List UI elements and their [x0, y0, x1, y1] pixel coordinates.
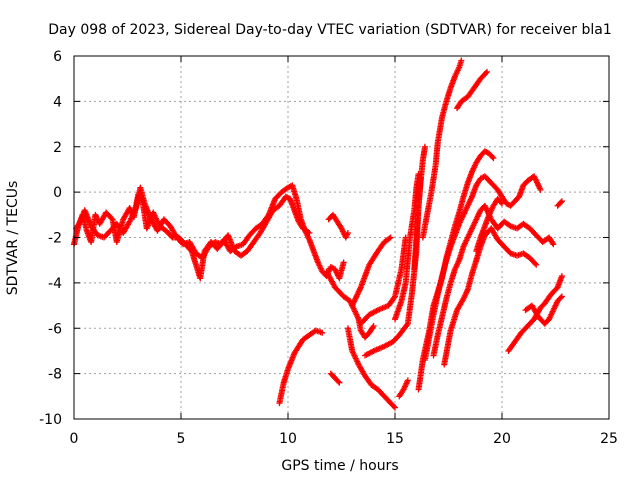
data-point [392, 404, 398, 411]
y-axis-label: SDTVAR / TECUs [5, 181, 21, 296]
data-point [489, 153, 496, 160]
data-point [340, 259, 347, 266]
x-tick-label: 5 [177, 431, 186, 447]
data-point [458, 57, 465, 64]
data-point [404, 377, 411, 384]
series-arc-w [554, 198, 565, 209]
x-tick-label: 10 [279, 431, 297, 447]
data-point [335, 378, 342, 385]
series-arc-m [411, 143, 428, 273]
y-tick-label: -8 [48, 367, 62, 383]
data-point [387, 234, 394, 241]
y-tick-label: 6 [53, 49, 62, 65]
data-point [558, 273, 565, 280]
series-arc-n [419, 57, 465, 241]
data-point [532, 260, 539, 267]
series-arc-b [73, 184, 313, 261]
y-tick-label: -4 [48, 276, 62, 292]
gridlines [74, 56, 609, 419]
data-point [557, 199, 564, 206]
data-point [386, 235, 393, 242]
series-arc-e [327, 370, 343, 386]
data-point [537, 186, 544, 193]
data-point [484, 68, 491, 75]
axis-ticks: 0 5 10 15 20 25 -10 -8 -6 -4 -2 0 2 4 6 [39, 49, 618, 447]
data-point [558, 293, 565, 300]
data-point [421, 143, 428, 150]
x-axis-label: GPS time / hours [281, 458, 398, 474]
data-point [403, 321, 410, 328]
y-tick-label: -6 [48, 321, 62, 337]
data-point [305, 229, 312, 236]
series-arc-g [344, 325, 398, 411]
data-point [319, 329, 326, 336]
data-point [490, 155, 497, 162]
data-point [499, 200, 505, 207]
data-point [533, 261, 540, 268]
data-point [306, 229, 313, 236]
x-tick-label: 0 [70, 431, 79, 447]
chart-title: Day 098 of 2023, Sidereal Day-to-day VTE… [48, 22, 611, 38]
x-tick-label: 25 [600, 431, 618, 447]
series-arc-o [454, 68, 491, 112]
data-point [391, 294, 398, 301]
y-tick-label: 2 [53, 140, 62, 156]
series-arc-c [325, 211, 351, 241]
data-point [370, 322, 377, 329]
series-arc-t [473, 195, 505, 255]
x-tick-label: 20 [493, 431, 511, 447]
series-arc-j [357, 234, 409, 327]
data-point [497, 199, 504, 206]
data-point [558, 198, 565, 205]
y-tick-label: -10 [39, 412, 62, 428]
data-point [550, 241, 557, 248]
series-arc-h [396, 377, 411, 400]
data-point [336, 379, 343, 386]
data-point [344, 229, 351, 236]
data-point [390, 403, 397, 410]
y-tick-label: 0 [53, 185, 62, 201]
series-arc-i [349, 234, 394, 309]
series-arc-s [441, 225, 540, 368]
x-tick-label: 15 [386, 431, 404, 447]
series-arc-d [276, 327, 326, 407]
series-arc-v [522, 293, 565, 327]
y-tick-label: -2 [48, 231, 62, 247]
data-point [482, 70, 489, 77]
series-arc-u [505, 273, 565, 354]
series-arc-q [421, 173, 544, 364]
data-point [557, 294, 564, 301]
y-tick-label: 4 [53, 94, 62, 110]
data-points [71, 57, 565, 411]
